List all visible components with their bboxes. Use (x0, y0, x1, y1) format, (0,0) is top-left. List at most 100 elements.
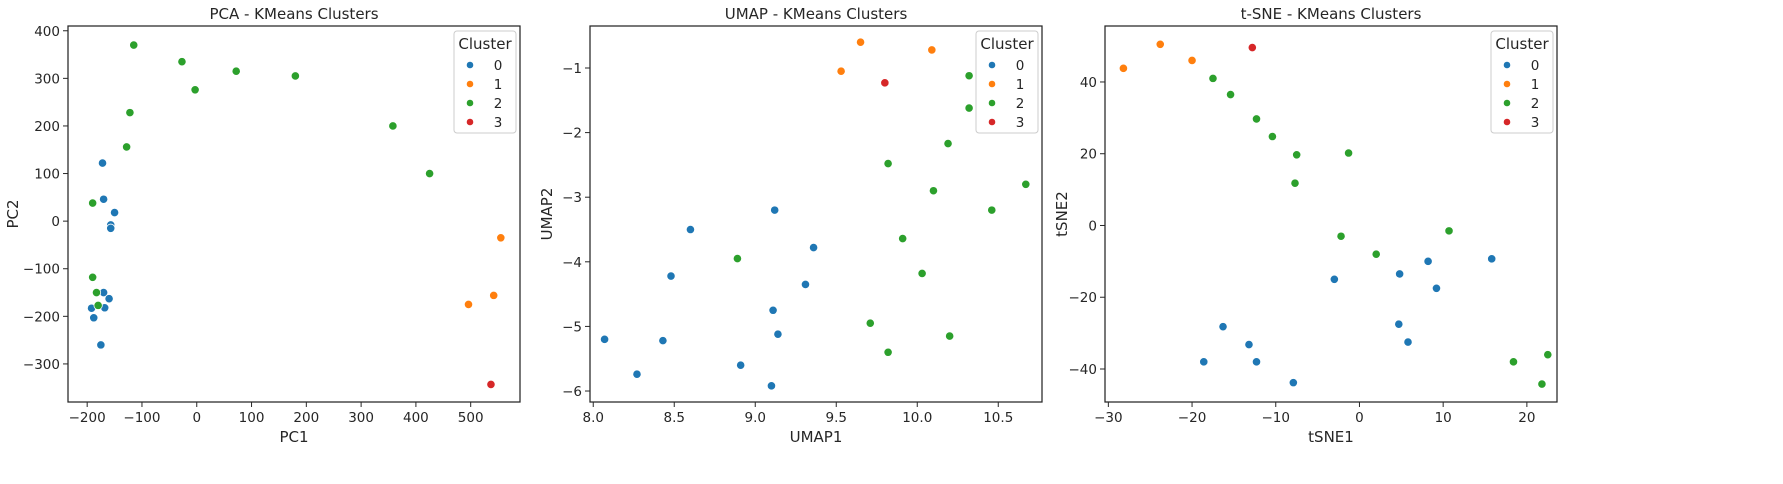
legend-marker-2 (988, 99, 996, 107)
y-tick-label: −6 (562, 384, 582, 400)
x-tick-label: 9.5 (826, 410, 847, 426)
data-point-cluster-2 (93, 300, 103, 310)
y-tick-label: 200 (34, 119, 60, 135)
data-point-cluster-2 (1371, 249, 1381, 259)
legend-label-0: 0 (1531, 58, 1540, 74)
chart-panel-3: t-SNE - KMeans Clusters−30 −20 −10 0 10 20−40… (1053, 5, 1558, 446)
y-tick-label: −300 (23, 357, 60, 373)
legend: Cluster 0 1 2 3 (1490, 30, 1554, 134)
data-point-cluster-2 (1208, 73, 1218, 83)
data-point-cluster-2 (231, 66, 241, 76)
legend-marker-2 (1503, 99, 1511, 107)
y-tick-label: −1 (562, 61, 582, 77)
data-point-cluster-0 (1244, 339, 1254, 350)
legend-title: Cluster (1495, 35, 1549, 53)
data-point-cluster-1 (1155, 39, 1165, 49)
x-tick-label: 10.0 (902, 410, 932, 426)
data-point-cluster-0 (89, 313, 99, 323)
data-point-cluster-0 (1199, 357, 1209, 367)
data-point-cluster-2 (883, 347, 893, 357)
y-tick-label: −3 (562, 190, 582, 206)
data-point-cluster-0 (808, 242, 819, 253)
legend: Cluster 0 1 2 3 (975, 30, 1039, 134)
x-axis-label: PC1 (279, 428, 308, 446)
data-point-cluster-2 (424, 168, 435, 179)
data-point-cluster-0 (104, 294, 114, 304)
legend-label-1: 1 (1531, 77, 1540, 93)
data-point-cluster-2 (865, 318, 875, 328)
data-point-cluster-2 (125, 108, 135, 118)
y-tick-label: 400 (34, 24, 60, 40)
data-point-cluster-0 (1423, 256, 1433, 266)
x-tick-label: −100 (123, 410, 160, 426)
plot-frame (1104, 25, 1558, 403)
data-point-cluster-1 (1118, 63, 1129, 73)
data-point-cluster-2 (290, 71, 300, 81)
data-point-cluster-2 (1336, 231, 1346, 241)
legend-title: Cluster (458, 35, 512, 53)
y-tick-label: −2 (562, 126, 582, 142)
x-tick-label: 300 (348, 410, 374, 426)
x-tick-label: 10.5 (983, 410, 1013, 426)
data-point-cluster-2 (732, 253, 743, 264)
data-point-cluster-2 (943, 138, 953, 149)
legend-box (1490, 30, 1554, 134)
data-point-cluster-1 (463, 299, 474, 310)
data-point-cluster-2 (1267, 131, 1278, 142)
data-point-cluster-0 (109, 207, 120, 218)
x-tick-label: 0 (1355, 410, 1364, 426)
legend-marker-2 (466, 99, 474, 107)
data-point-cluster-0 (1218, 322, 1228, 332)
chart-title: PCA - KMeans Clusters (209, 5, 378, 23)
legend-marker-1 (1503, 80, 1511, 88)
data-point-cluster-2 (987, 205, 997, 215)
legend-label-0: 0 (1016, 58, 1025, 74)
legend-marker-3 (988, 118, 996, 126)
data-point-cluster-1 (489, 290, 499, 300)
legend-box (975, 30, 1039, 134)
data-point-cluster-3 (1247, 42, 1257, 53)
legend-label-1: 1 (1016, 77, 1025, 93)
y-tick-label: −100 (23, 262, 60, 278)
x-tick-label: 9.0 (745, 410, 766, 426)
data-point-cluster-2 (88, 272, 98, 282)
legend-label-1: 1 (494, 77, 503, 93)
data-point-cluster-3 (486, 379, 496, 389)
data-point-cluster-2 (129, 40, 139, 50)
x-tick-label: −200 (69, 410, 106, 426)
data-point-cluster-0 (106, 223, 116, 233)
legend-box (453, 30, 517, 134)
data-point-cluster-2 (1225, 89, 1236, 100)
data-point-cluster-0 (658, 336, 668, 346)
legend-label-3: 3 (1531, 115, 1540, 131)
data-point-cluster-2 (190, 85, 200, 95)
data-point-cluster-2 (964, 103, 974, 113)
legend-marker-0 (988, 61, 996, 69)
y-tick-label: −40 (1069, 362, 1098, 378)
data-point-cluster-0 (96, 340, 106, 350)
legend-title: Cluster (980, 35, 1034, 53)
data-point-cluster-2 (964, 71, 974, 81)
x-axis-label: UMAP1 (790, 428, 843, 446)
plot-frame (589, 25, 1043, 403)
x-tick-label: −30 (1094, 410, 1123, 426)
data-point-cluster-0 (1251, 357, 1262, 367)
legend-label-2: 2 (494, 96, 503, 112)
data-point-cluster-0 (1431, 283, 1442, 293)
data-point-cluster-1 (855, 37, 866, 47)
data-point-cluster-1 (1187, 55, 1197, 66)
chart-panel-1: PCA - KMeans Clusters−200 −100 0 100 200 300 4… (4, 5, 521, 446)
legend-marker-3 (466, 118, 474, 126)
y-axis-label: tSNE2 (1053, 191, 1071, 237)
legend-marker-0 (1503, 61, 1511, 69)
y-tick-label: −4 (562, 255, 582, 271)
y-tick-label: 300 (34, 71, 60, 87)
y-tick-label: 0 (1088, 218, 1097, 234)
x-tick-label: 10 (1435, 410, 1452, 426)
data-point-cluster-0 (1329, 274, 1339, 284)
y-tick-label: 0 (51, 214, 60, 230)
data-point-cluster-2 (122, 142, 132, 152)
y-tick-label: 20 (1080, 147, 1097, 163)
data-point-cluster-2 (1021, 179, 1031, 189)
